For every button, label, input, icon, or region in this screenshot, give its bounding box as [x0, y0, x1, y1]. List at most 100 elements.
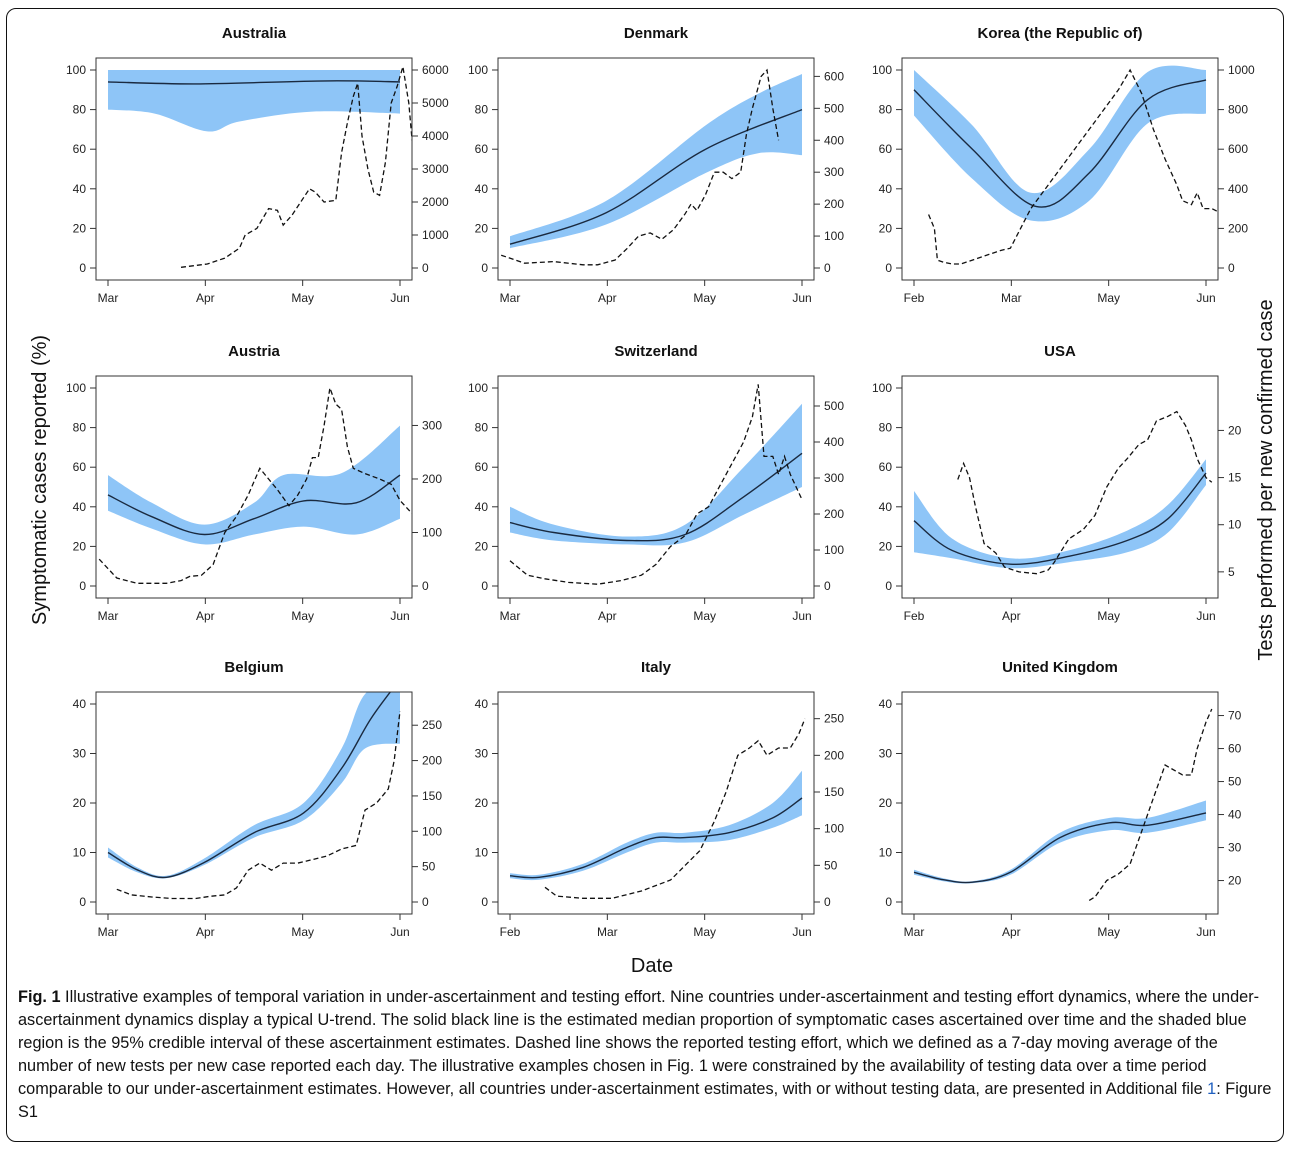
right-tick-label: 200	[824, 507, 844, 521]
left-tick-label: 40	[879, 500, 893, 514]
right-tick-label: 600	[1228, 142, 1248, 156]
x-tick-label: May	[1097, 609, 1120, 623]
median-line	[509, 108, 803, 245]
left-tick-label: 30	[879, 747, 893, 761]
panel-title: Denmark	[624, 25, 689, 42]
x-tick-label: Feb	[904, 291, 925, 305]
right-tick-label: 500	[824, 101, 844, 115]
x-tick-label: May	[693, 925, 716, 939]
left-tick-label: 0	[885, 261, 892, 275]
testing-effort-line	[544, 718, 806, 899]
panel-title: Korea (the Republic of)	[977, 25, 1142, 42]
median-line	[913, 79, 1207, 208]
right-tick-label: 200	[422, 472, 442, 486]
credible-interval-band	[914, 65, 1206, 222]
panel-title: Switzerland	[614, 343, 697, 360]
left-tick-label: 60	[879, 142, 893, 156]
right-tick-label: 15	[1228, 471, 1242, 485]
left-tick-label: 0	[481, 895, 488, 909]
right-tick-label: 50	[824, 858, 838, 872]
right-tick-label: 1000	[422, 228, 449, 242]
testing-effort-line	[500, 68, 780, 266]
x-tick-label: Jun	[792, 925, 811, 939]
x-tick-label: Apr	[1002, 925, 1021, 939]
panel-korea-the-republic-of-: Korea (the Republic of)02040608010002004…	[872, 25, 1255, 305]
left-tick-label: 40	[879, 182, 893, 196]
right-tick-label: 300	[824, 165, 844, 179]
x-tick-label: Apr	[598, 291, 617, 305]
left-tick-label: 20	[475, 221, 489, 235]
right-tick-label: 400	[1228, 182, 1248, 196]
right-tick-label: 50	[422, 860, 436, 874]
left-tick-label: 40	[73, 500, 87, 514]
median-line	[509, 797, 803, 879]
x-tick-label: Jun	[792, 609, 811, 623]
right-tick-label: 500	[824, 399, 844, 413]
right-tick-label: 300	[422, 418, 442, 432]
right-tick-label: 20	[1228, 423, 1242, 437]
credible-interval-band	[510, 770, 802, 881]
left-tick-label: 20	[879, 539, 893, 553]
caption-label: Fig. 1	[18, 988, 61, 1006]
credible-interval-band	[108, 692, 400, 879]
left-tick-label: 0	[481, 261, 488, 275]
right-tick-label: 6000	[422, 63, 449, 77]
right-tick-label: 600	[824, 69, 844, 83]
credible-interval-band	[108, 70, 400, 132]
right-tick-label: 400	[824, 435, 844, 449]
panel-switzerland: Switzerland 0 20 40 60 80 100 0 100 200 300 400 500 M…	[468, 343, 844, 623]
left-tick-label: 0	[885, 579, 892, 593]
x-tick-label: Mar	[597, 925, 618, 939]
left-tick-label: 100	[66, 381, 86, 395]
right-tick-label: 200	[824, 748, 844, 762]
x-tick-label: Jun	[1196, 291, 1215, 305]
x-tick-label: Jun	[1196, 609, 1215, 623]
left-tick-label: 80	[879, 421, 893, 435]
right-tick-label: 250	[422, 718, 442, 732]
left-tick-label: 20	[73, 539, 87, 553]
left-tick-label: 20	[475, 796, 489, 810]
testing-effort-line	[509, 384, 803, 585]
panel-title: Belgium	[224, 659, 283, 676]
right-tick-label: 150	[422, 789, 442, 803]
right-tick-label: 100	[824, 543, 844, 557]
left-tick-label: 20	[475, 539, 489, 553]
x-tick-label: May	[291, 925, 314, 939]
left-tick-label: 100	[872, 63, 892, 77]
left-tick-label: 40	[475, 500, 489, 514]
left-tick-label: 80	[73, 103, 87, 117]
x-tick-label: May	[291, 609, 314, 623]
right-tick-label: 0	[824, 261, 831, 275]
right-tick-label: 200	[422, 754, 442, 768]
left-tick-label: 40	[475, 182, 489, 196]
right-tick-label: 0	[422, 895, 429, 909]
panel-title: United Kingdom	[1002, 659, 1118, 676]
panel-united-kingdom: United Kingdom 0 10 20 30 40 20 30 40 50 60 70 Mar Ap…	[879, 659, 1242, 939]
panel-title: Italy	[641, 659, 672, 676]
right-tick-label: 1000	[1228, 63, 1255, 77]
x-tick-label: Mar	[500, 609, 521, 623]
left-tick-label: 40	[879, 697, 893, 711]
panel-title: Australia	[222, 25, 287, 42]
left-tick-label: 100	[872, 381, 892, 395]
x-tick-label: Jun	[792, 291, 811, 305]
x-tick-label: Mar	[904, 925, 925, 939]
left-tick-label: 0	[481, 579, 488, 593]
x-tick-label: Apr	[196, 925, 215, 939]
panel-belgium: Belgium 0 10 20 30 40 0 50 100 150 200 250 Mar Apr May…	[73, 659, 443, 939]
left-tick-label: 30	[475, 747, 489, 761]
median-line	[913, 812, 1207, 884]
right-tick-label: 0	[824, 895, 831, 909]
right-tick-label: 200	[824, 197, 844, 211]
left-tick-label: 60	[73, 460, 87, 474]
right-tick-label: 5	[1228, 565, 1235, 579]
x-tick-label: Apr	[598, 609, 617, 623]
right-tick-label: 100	[824, 822, 844, 836]
additional-file-link[interactable]: 1	[1207, 1080, 1217, 1098]
credible-interval-band	[914, 800, 1206, 884]
panel-denmark: Denmark 0 20 40 60 80 100 0 100 200 300 400 500 600 Ma…	[468, 25, 844, 305]
median-line	[913, 472, 1207, 566]
left-tick-label: 80	[475, 103, 489, 117]
plot-box	[497, 375, 815, 599]
right-tick-label: 20	[1228, 874, 1242, 888]
